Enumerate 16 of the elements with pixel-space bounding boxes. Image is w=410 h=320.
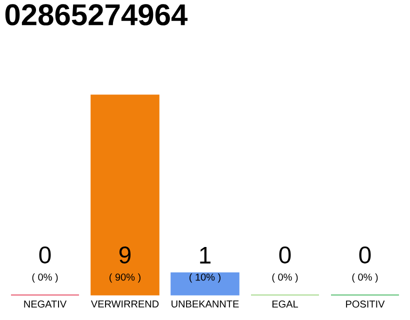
data-label: 0: [279, 246, 291, 264]
x-tick-label: VERWIRREND: [90, 300, 159, 308]
annotation: ( 90% ): [110, 273, 140, 283]
data-label: 9: [119, 246, 131, 264]
data-label: 0: [359, 246, 371, 264]
x-tick-label: POSITIV: [346, 300, 385, 308]
x-tick-label: NEGATIV: [24, 300, 67, 308]
annotation: ( 0% ): [32, 273, 58, 283]
chart-title: 02865274964: [5, 4, 188, 26]
data-label: 0: [39, 246, 51, 264]
annotation: ( 10% ): [190, 273, 220, 283]
x-tick-label: EGAL: [272, 300, 298, 308]
annotation: ( 0% ): [272, 273, 298, 283]
data-label: 1: [200, 246, 210, 264]
x-tick-label: UNBEKANNTE: [172, 300, 239, 308]
annotation: ( 0% ): [352, 273, 378, 283]
